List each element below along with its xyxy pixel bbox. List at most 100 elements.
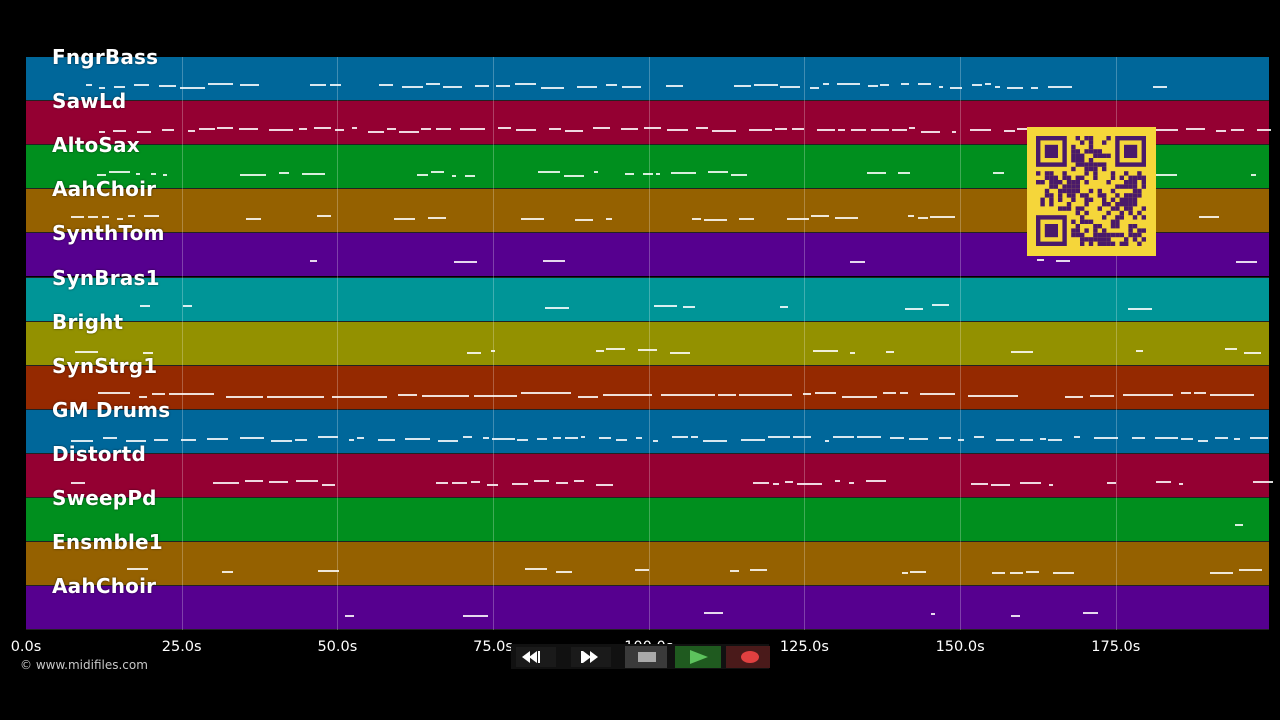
qr-module: [1080, 215, 1085, 220]
midi-note: [436, 481, 449, 484]
qr-module: [1102, 202, 1107, 207]
midi-note: [487, 483, 499, 486]
midi-note: [151, 392, 165, 395]
qr-module: [1106, 180, 1111, 185]
track-divider: [26, 188, 1269, 190]
qr-module: [1053, 180, 1058, 185]
midi-note: [398, 393, 417, 396]
track-lane[interactable]: [26, 365, 1269, 409]
track-label: SynthTom: [52, 221, 165, 246]
midi-note: [1233, 437, 1241, 440]
midi-note: [886, 350, 894, 353]
midi-note: [837, 129, 846, 132]
qr-module: [1141, 184, 1146, 189]
qr-module: [1080, 206, 1085, 211]
qr-module: [1102, 166, 1107, 172]
record-button[interactable]: [723, 644, 773, 669]
midi-note: [225, 395, 264, 398]
qr-module: [1102, 162, 1107, 167]
midi-note: [126, 568, 148, 571]
qr-finder: [1044, 144, 1058, 158]
qr-module: [1071, 184, 1076, 189]
copyright-text: © www.midifiles.com: [20, 658, 148, 672]
playback-controls: [511, 644, 770, 669]
midi-note: [1039, 437, 1047, 440]
rewind-button[interactable]: [511, 644, 561, 669]
midi-note: [465, 175, 475, 178]
midi-note: [142, 351, 153, 354]
track-lane[interactable]: [26, 321, 1269, 365]
midi-note: [1194, 391, 1206, 394]
qr-module: [1137, 210, 1142, 216]
midi-note: [767, 435, 790, 438]
midi-note: [1017, 128, 1030, 131]
midi-note: [712, 130, 737, 133]
midi-note: [421, 394, 469, 397]
midi-note: [918, 83, 931, 85]
qr-module: [1080, 241, 1085, 246]
midi-note: [1250, 174, 1256, 177]
midi-note: [334, 129, 345, 132]
track-lane[interactable]: [26, 277, 1269, 321]
qr-code[interactable]: [1027, 127, 1156, 256]
qr-module: [1071, 166, 1076, 172]
track-divider: [26, 541, 1269, 543]
qr-module: [1075, 228, 1080, 233]
qr-module: [1071, 188, 1076, 194]
qr-module: [1062, 206, 1067, 211]
qr-module: [1106, 202, 1111, 207]
track-divider: [26, 408, 1269, 410]
midi-note: [1186, 128, 1206, 131]
midi-note: [438, 439, 459, 442]
midi-note: [162, 174, 168, 177]
qr-module: [1093, 228, 1098, 233]
midi-note: [968, 394, 1019, 397]
midi-note: [683, 305, 695, 308]
qr-module: [1115, 224, 1120, 229]
track-label: Ensmble1: [52, 530, 163, 555]
qr-module: [1084, 166, 1089, 172]
midi-note: [754, 84, 778, 86]
qr-module: [1075, 184, 1080, 189]
midi-note: [295, 438, 307, 441]
qr-module: [1084, 202, 1089, 207]
qr-module: [1071, 158, 1076, 163]
track-lane[interactable]: [26, 542, 1269, 586]
time-tick-label: 175.0s: [1091, 639, 1141, 655]
midi-note: [540, 87, 564, 89]
midi-note: [1235, 261, 1257, 264]
midi-note: [520, 218, 544, 221]
track-lane[interactable]: [26, 453, 1269, 497]
midi-note: [208, 83, 234, 85]
midi-note: [239, 128, 258, 131]
qr-module: [1128, 175, 1133, 180]
midi-note: [815, 391, 836, 394]
midi-note: [599, 436, 612, 439]
midi-note: [753, 481, 769, 484]
midi-note: [910, 571, 926, 574]
qr-module: [1106, 136, 1111, 141]
fast-forward-button[interactable]: [566, 644, 616, 669]
midi-note: [1180, 391, 1192, 394]
midi-note: [1031, 87, 1038, 89]
track-lane[interactable]: [26, 57, 1269, 101]
stop-button[interactable]: [621, 644, 671, 669]
midi-note: [169, 392, 215, 395]
qr-module: [1102, 193, 1107, 198]
track-lane[interactable]: [26, 498, 1269, 542]
play-button[interactable]: [673, 644, 723, 669]
midi-note: [266, 395, 325, 398]
track-lane[interactable]: [26, 409, 1269, 453]
qr-module: [1062, 175, 1067, 180]
midi-note: [153, 438, 168, 441]
qr-module: [1084, 180, 1089, 185]
midi-note: [775, 128, 788, 131]
qr-module: [1110, 188, 1116, 194]
time-tick-label: 50.0s: [317, 639, 358, 655]
qr-module: [1066, 188, 1072, 194]
track-lane[interactable]: [26, 586, 1269, 630]
track-label: SynStrg1: [52, 353, 158, 378]
midi-note: [692, 218, 701, 221]
midi-note: [660, 393, 715, 396]
track-label: AahChoir: [52, 177, 157, 202]
